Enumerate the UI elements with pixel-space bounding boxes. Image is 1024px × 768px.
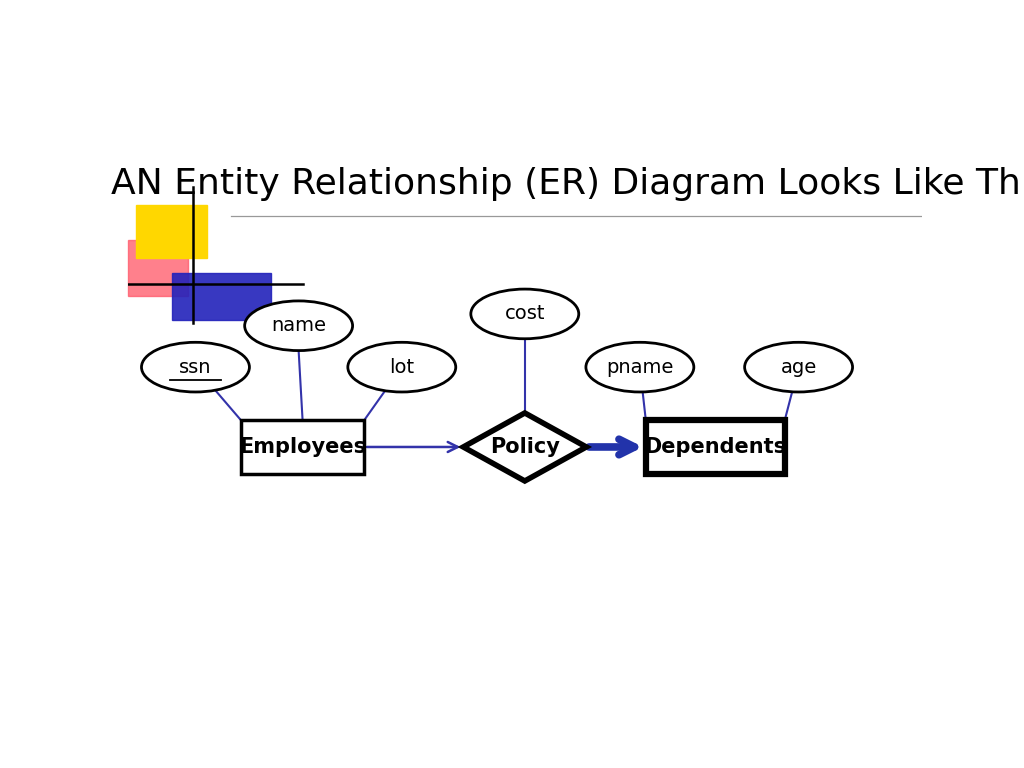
Ellipse shape bbox=[471, 289, 579, 339]
Ellipse shape bbox=[586, 343, 694, 392]
Text: Employees: Employees bbox=[239, 437, 367, 457]
Bar bbox=[136, 204, 207, 258]
Ellipse shape bbox=[744, 343, 853, 392]
Polygon shape bbox=[463, 413, 587, 481]
Bar bbox=[172, 273, 270, 319]
Text: lot: lot bbox=[389, 358, 415, 376]
Bar bbox=[128, 240, 187, 296]
Ellipse shape bbox=[245, 301, 352, 350]
Text: name: name bbox=[271, 316, 326, 336]
Text: age: age bbox=[780, 358, 817, 376]
Text: pname: pname bbox=[606, 358, 674, 376]
Ellipse shape bbox=[141, 343, 250, 392]
Text: Dependents: Dependents bbox=[644, 437, 786, 457]
Bar bbox=[241, 420, 365, 474]
Text: AN Entity Relationship (ER) Diagram Looks Like This: AN Entity Relationship (ER) Diagram Look… bbox=[111, 167, 1024, 200]
Bar bbox=[646, 420, 784, 474]
Ellipse shape bbox=[348, 343, 456, 392]
Text: Policy: Policy bbox=[489, 437, 560, 457]
Text: ssn: ssn bbox=[179, 358, 212, 376]
Text: cost: cost bbox=[505, 304, 545, 323]
